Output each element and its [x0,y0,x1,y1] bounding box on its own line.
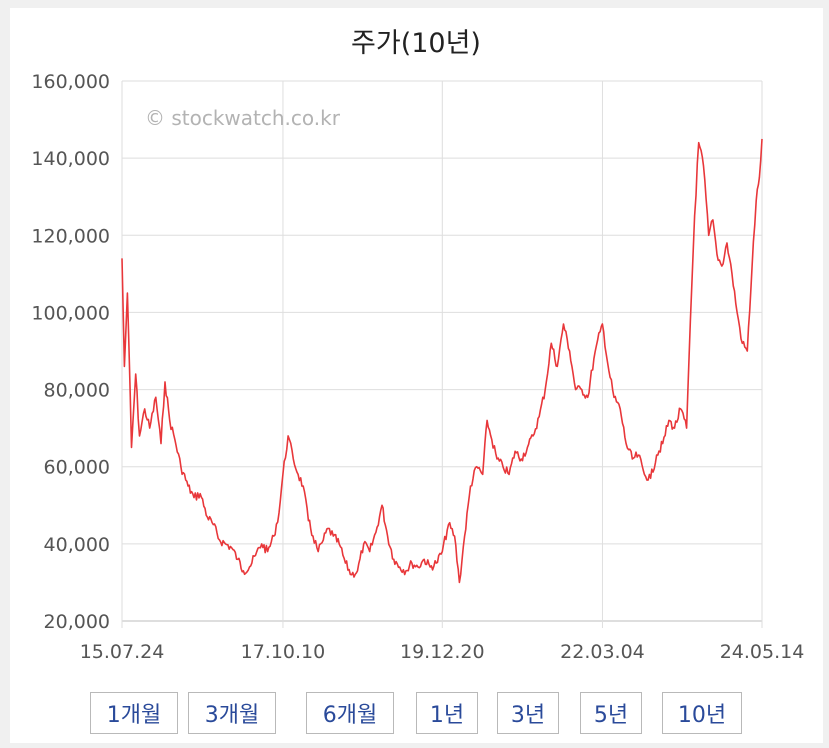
x-tick-label: 24.05.14 [720,641,805,663]
y-tick-label: 140,000 [31,148,110,170]
tab-label: 6개월 [322,703,378,728]
y-tick-label: 20,000 [44,611,110,633]
tab-label: 3년 [510,703,546,728]
tab-label: 1개월 [106,703,162,728]
y-tick-label: 100,000 [31,302,110,324]
x-tick-label: 22.03.04 [560,641,645,663]
x-tick-label: 19.12.20 [400,641,485,663]
tab-period-3[interactable]: 1년 [416,692,478,734]
y-tick-label: 40,000 [44,534,110,556]
x-tick-label: 17.10.10 [241,641,326,663]
y-tick-label: 60,000 [44,457,110,479]
x-tick-label: 15.07.24 [80,641,165,663]
tab-period-2[interactable]: 6개월 [306,692,394,734]
y-axis: 20,000 40,000 60,000 80,000 100,000 120,000 14… [31,71,110,633]
watermark: © stockwatch.co.kr [145,106,341,130]
x-axis: 15.07.24 17.10.10 19.12.20 22.03.04 24.05.14 [80,641,805,663]
y-tick-label: 80,000 [44,380,110,402]
y-tick-label: 160,000 [31,71,110,93]
tab-label: 1년 [429,703,465,728]
tab-label: 10년 [677,703,727,728]
y-tick-label: 120,000 [31,225,110,247]
tab-period-5[interactable]: 5년 [580,692,642,734]
tab-label: 5년 [593,703,629,728]
series-line [121,138,763,584]
chart-title: 주가(10년) [351,28,481,59]
tab-period-6[interactable]: 10년 [662,692,742,734]
price-series [121,138,763,584]
grid-lines [121,80,763,628]
stock-price-chart: 주가(10년) 20,000 40,000 60,000 80,000 100,000 1… [31,28,805,663]
chart-card: 주가(10년) 20,000 40,000 60,000 80,000 100,000 1… [10,8,823,743]
tab-period-4[interactable]: 3년 [497,692,559,734]
tab-period-0[interactable]: 1개월 [90,692,178,734]
tab-label: 3개월 [204,703,260,728]
tab-period-1[interactable]: 3개월 [188,692,276,734]
